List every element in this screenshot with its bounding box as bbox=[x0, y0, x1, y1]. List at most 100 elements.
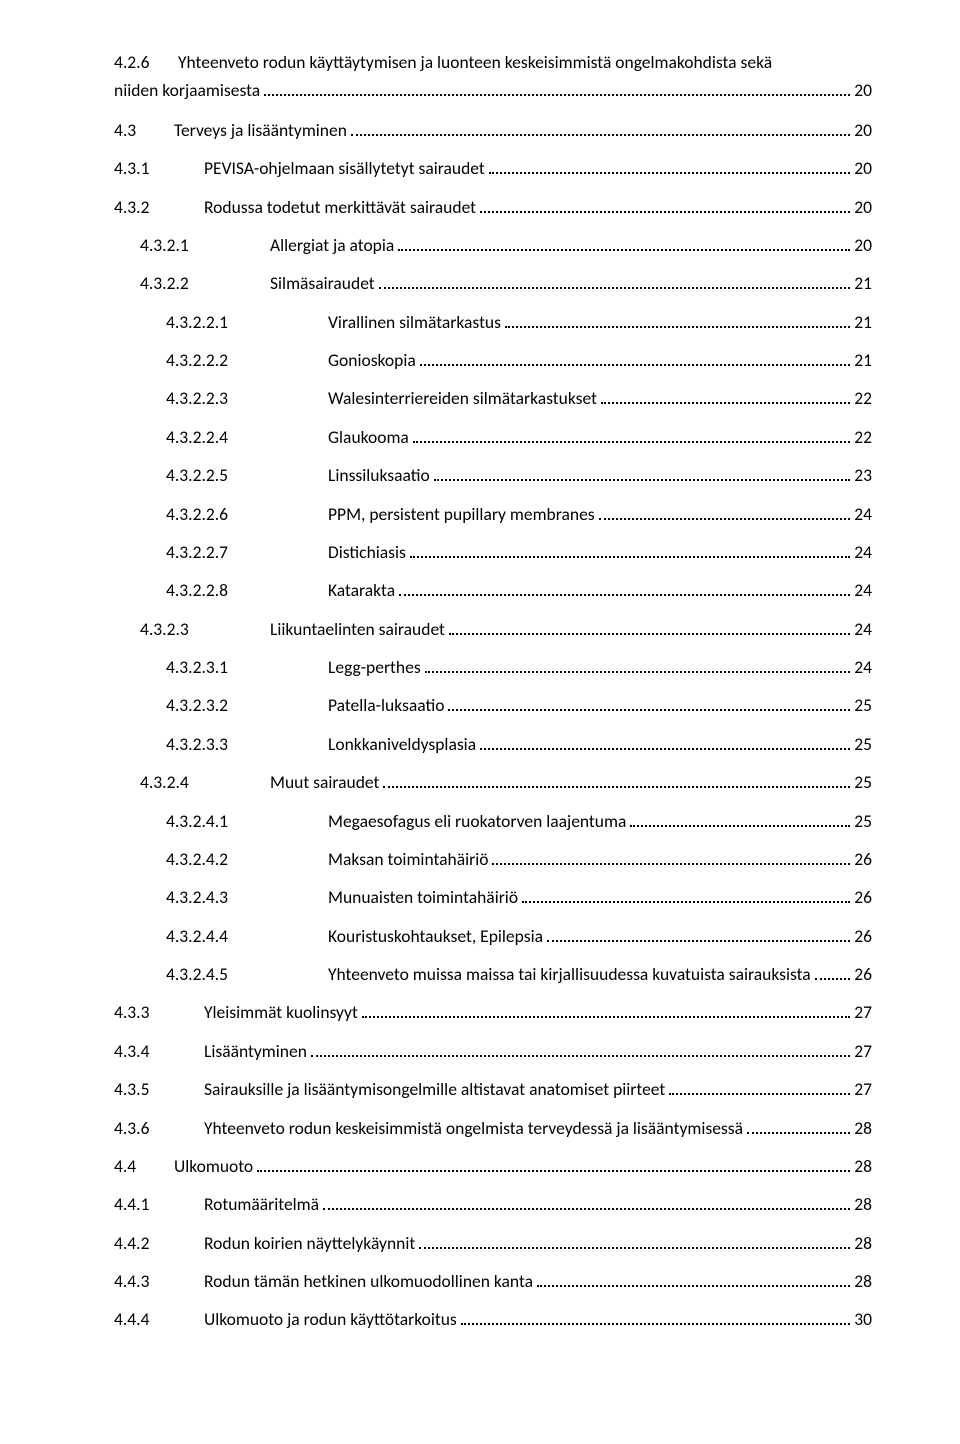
toc-page-number: 20 bbox=[854, 157, 872, 181]
toc-entry: 4.3.2.4.3Munuaisten toimintahäiriö26 bbox=[88, 886, 872, 910]
toc-leader-dots bbox=[480, 732, 850, 750]
toc-entry: 4.3.2.4.2Maksan toimintahäiriö 26 bbox=[88, 847, 872, 871]
toc-page-number: 27 bbox=[854, 1001, 872, 1025]
toc-text: Walesinterriereiden silmätarkastukset bbox=[328, 387, 597, 411]
toc-entry: 4.3.3Yleisimmät kuolinsyyt27 bbox=[88, 1001, 872, 1025]
toc-leader-dots bbox=[489, 156, 850, 174]
toc-entry: 4.3.2.2.2Gonioskopia21 bbox=[88, 348, 872, 372]
toc-text: Muut sairaudet bbox=[270, 771, 379, 795]
toc-page-number: 25 bbox=[854, 810, 872, 834]
toc-number: 4.3.2.2.6 bbox=[88, 503, 328, 527]
toc-page-number: 26 bbox=[854, 925, 872, 949]
toc-text: Yhteenveto rodun käyttäytymisen ja luont… bbox=[178, 51, 772, 73]
toc-leader-dots bbox=[311, 1039, 850, 1057]
toc-page-number: 24 bbox=[854, 618, 872, 642]
toc-entry: 4.3.2.2.7Distichiasis24 bbox=[88, 540, 872, 564]
toc-text: Lisääntyminen bbox=[204, 1040, 307, 1064]
toc-text: Distichiasis bbox=[328, 541, 406, 565]
toc-page-number: 25 bbox=[854, 771, 872, 795]
toc-number: 4.4 bbox=[88, 1155, 174, 1179]
toc-leader-dots bbox=[413, 425, 850, 443]
toc-entry: 4.3.1PEVISA-ohjelmaan sisällytetyt saira… bbox=[88, 156, 872, 180]
toc-text: Maksan toimintahäiriö bbox=[328, 848, 488, 872]
toc-leader-dots bbox=[747, 1116, 850, 1134]
toc-page-number: 28 bbox=[854, 1232, 872, 1256]
toc-leader-dots bbox=[399, 579, 850, 597]
toc-text: Glaukooma bbox=[328, 426, 409, 450]
toc-number: 4.3.6 bbox=[88, 1117, 204, 1141]
toc-number: 4.3.1 bbox=[88, 157, 204, 181]
toc-number: 4.4.2 bbox=[88, 1232, 204, 1256]
toc-number: 4.3.2.4.2 bbox=[88, 848, 328, 872]
toc-page-number: 28 bbox=[854, 1155, 872, 1179]
toc-leader-dots bbox=[323, 1193, 850, 1211]
toc-text: Rodussa todetut merkittävät sairaudet bbox=[204, 196, 476, 220]
toc-leader-dots bbox=[410, 540, 850, 558]
toc-leader-dots bbox=[425, 655, 851, 673]
toc-entry: 4.3.2.3.2Patella-luksaatio25 bbox=[88, 694, 872, 718]
toc-text: Megaesofagus eli ruokatorven laajentuma bbox=[328, 810, 626, 834]
toc-page-number: 30 bbox=[854, 1308, 872, 1332]
toc-number: 4.3.2.4.3 bbox=[88, 886, 328, 910]
toc-text: Rodun koirien näyttelykäynnit bbox=[204, 1232, 415, 1256]
toc-leader-dots bbox=[505, 310, 850, 328]
toc-number: 4.3.2.2.3 bbox=[88, 387, 328, 411]
toc-number: 4.3.2.4.1 bbox=[88, 810, 328, 834]
toc-page-number: 24 bbox=[854, 541, 872, 565]
toc-page-number: 26 bbox=[854, 848, 872, 872]
toc-text: Ulkomuoto ja rodun käyttötarkoitus bbox=[204, 1308, 457, 1332]
toc-number: 4.3.2.4.5 bbox=[88, 963, 328, 987]
toc-page-number: 20 bbox=[854, 234, 872, 258]
toc-entry: 4.3.2.1Allergiat ja atopia20 bbox=[88, 233, 872, 257]
toc-leader-dots bbox=[630, 809, 850, 827]
toc-number: 4.3.2.2.5 bbox=[88, 464, 328, 488]
toc-number: 4.3.2 bbox=[88, 196, 204, 220]
toc-leader-dots bbox=[480, 195, 850, 213]
toc-number: 4.3.4 bbox=[88, 1040, 204, 1064]
toc-text: Munuaisten toimintahäiriö bbox=[328, 886, 518, 910]
toc-entry: 4.3.2.2.6PPM, persistent pupillary membr… bbox=[88, 502, 872, 526]
toc-entry: 4.4Ulkomuoto 28 bbox=[88, 1154, 872, 1178]
toc-leader-dots bbox=[448, 694, 850, 712]
toc-page-number: 26 bbox=[854, 963, 872, 987]
toc-leader-dots bbox=[669, 1077, 850, 1095]
toc-entry: 4.4.1Rotumääritelmä28 bbox=[88, 1193, 872, 1217]
toc-entry: 4.3.2.2.8Katarakta24 bbox=[88, 579, 872, 603]
toc-entry: 4.3.2.2.3Walesinterriereiden silmätarkas… bbox=[88, 387, 872, 411]
toc-number: 4.3.2.2.1 bbox=[88, 311, 328, 335]
toc-number: 4.3.2.3.3 bbox=[88, 733, 328, 757]
toc-entry: 4.3.2Rodussa todetut merkittävät sairaud… bbox=[88, 195, 872, 219]
toc-entry: 4.2.6Yhteenveto rodun käyttäytymisen ja … bbox=[88, 48, 872, 104]
toc-text: Rodun tämän hetkinen ulkomuodollinen kan… bbox=[204, 1270, 533, 1294]
toc-leader-dots bbox=[547, 924, 850, 942]
toc-leader-dots bbox=[351, 118, 850, 136]
toc-page-number: 24 bbox=[854, 656, 872, 680]
toc-number: 4.4.3 bbox=[88, 1270, 204, 1294]
toc-page-number: 20 bbox=[854, 76, 872, 104]
toc-entry: 4.3.2.4.1Megaesofagus eli ruokatorven la… bbox=[88, 809, 872, 833]
toc-text: Ulkomuoto bbox=[174, 1155, 253, 1179]
toc-number: 4.3.3 bbox=[88, 1001, 204, 1025]
toc-number: 4.3.2.3.1 bbox=[88, 656, 328, 680]
toc-leader-dots bbox=[379, 272, 851, 290]
toc-entry: 4.3.2.4.5Yhteenveto muissa maissa tai ki… bbox=[88, 962, 872, 986]
toc-text: Patella-luksaatio bbox=[328, 694, 444, 718]
toc-number: 4.3.2.1 bbox=[88, 234, 270, 258]
toc-page-number: 20 bbox=[854, 196, 872, 220]
toc-leader-dots bbox=[420, 348, 851, 366]
toc-entry: 4.3.4Lisääntyminen27 bbox=[88, 1039, 872, 1063]
toc-number: 4.3.2.2.8 bbox=[88, 579, 328, 603]
toc-text: niiden korjaamisesta bbox=[114, 76, 260, 104]
toc-text: Gonioskopia bbox=[328, 349, 416, 373]
toc-number: 4.3.2.4.4 bbox=[88, 925, 328, 949]
toc-entry: 4.3.2.3Liikuntaelinten sairaudet24 bbox=[88, 617, 872, 641]
toc-entry: 4.3.2.4Muut sairaudet25 bbox=[88, 770, 872, 794]
toc-entry: 4.4.2Rodun koirien näyttelykäynnit 28 bbox=[88, 1231, 872, 1255]
toc-entry: 4.3.2.2.1Virallinen silmätarkastus21 bbox=[88, 310, 872, 334]
toc-number: 4.4.1 bbox=[88, 1193, 204, 1217]
toc-number: 4.3.2.3.2 bbox=[88, 694, 328, 718]
toc-leader-dots bbox=[537, 1269, 850, 1287]
toc-page-number: 28 bbox=[854, 1193, 872, 1217]
toc-number: 4.3.2.2.2 bbox=[88, 349, 328, 373]
toc-text: PPM, persistent pupillary membranes bbox=[328, 503, 595, 527]
